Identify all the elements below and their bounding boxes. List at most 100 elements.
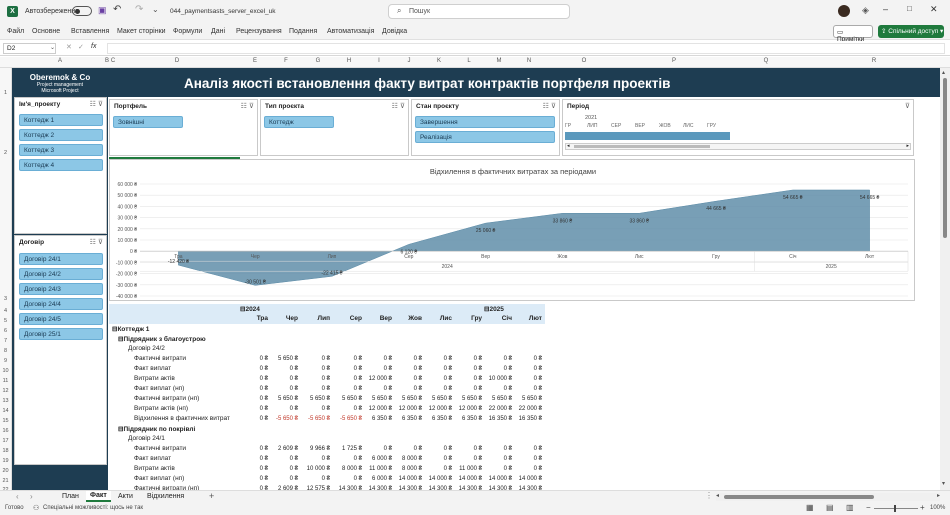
pivot-cell[interactable]: 0 ₴ — [289, 376, 298, 382]
pivot-cell[interactable]: 0 ₴ — [321, 406, 330, 412]
pivot-cell[interactable]: 0 ₴ — [443, 376, 452, 382]
pivot-cell[interactable]: 16 350 ₴ — [488, 416, 512, 422]
pivot-cell[interactable]: 10 000 ₴ — [306, 466, 330, 472]
pivot-cell[interactable]: 6 000 ₴ — [371, 476, 392, 482]
month-header[interactable]: Сер — [349, 315, 362, 322]
pivot-cell[interactable]: 0 ₴ — [503, 356, 512, 362]
tab-next-icon[interactable]: › — [30, 492, 33, 501]
horizontal-scroll-thumb[interactable] — [724, 495, 874, 499]
slicer-item-cottage-4[interactable]: Коттедж 4 — [19, 159, 103, 171]
month-header[interactable]: Січ — [501, 315, 512, 322]
pivot-cell[interactable]: 0 ₴ — [259, 366, 268, 372]
pivot-cell[interactable]: 6 350 ₴ — [461, 416, 482, 422]
pivot-cell[interactable]: 12 575 ₴ — [306, 486, 330, 490]
pivot-row-label[interactable]: ⊟Підрядник з благоустрою — [118, 336, 206, 343]
column-header-o[interactable]: O — [581, 58, 587, 64]
tab-plan[interactable]: План — [62, 493, 79, 500]
month-header[interactable]: Лип — [317, 315, 330, 322]
undo-icon[interactable]: ↶ — [113, 4, 122, 15]
pivot-cell[interactable]: 0 ₴ — [443, 446, 452, 452]
name-box-dropdown-icon[interactable]: ⌄ — [50, 45, 56, 51]
autosave-toggle[interactable] — [72, 6, 92, 16]
column-header-h[interactable]: H — [346, 58, 352, 64]
zoom-slider[interactable] — [874, 505, 918, 512]
pivot-cell[interactable]: 5 650 ₴ — [521, 396, 542, 402]
slicer-item-cottage-3[interactable]: Коттедж 3 — [19, 144, 103, 156]
pivot-cell[interactable]: 2 609 ₴ — [277, 486, 298, 490]
share-button[interactable]: ⇪ Спільний доступ ▾ — [878, 25, 944, 38]
pivot-cell[interactable]: 12 000 ₴ — [428, 406, 452, 412]
row-header[interactable]: 10 — [2, 368, 9, 374]
pivot-cell[interactable]: 9 966 ₴ — [309, 446, 330, 452]
zoom-out-icon[interactable]: − — [866, 503, 871, 512]
pivot-cell[interactable]: 0 ₴ — [413, 366, 422, 372]
scroll-left-icon[interactable]: ◂ — [567, 143, 570, 149]
slicer-item-completion[interactable]: Завершення — [415, 116, 555, 128]
pivot-cell[interactable]: 14 000 ₴ — [428, 476, 452, 482]
menu-insert[interactable]: Вставлення — [71, 28, 110, 35]
pivot-cell[interactable]: 2 609 ₴ — [277, 446, 298, 452]
pivot-cell[interactable]: 0 ₴ — [533, 466, 542, 472]
slicer-filter-icons[interactable]: ☷ ⊽ — [391, 103, 405, 110]
accessibility-status[interactable]: Спеціальні можливості: щось не так — [43, 505, 144, 511]
month-header[interactable]: Лют — [528, 315, 542, 322]
pivot-cell[interactable]: 22 000 ₴ — [488, 406, 512, 412]
pivot-cell[interactable]: 12 000 ₴ — [458, 406, 482, 412]
timeline-month[interactable]: СЕР — [611, 123, 622, 129]
column-header-d[interactable]: D — [174, 58, 180, 64]
menu-review[interactable]: Рецензування — [236, 28, 282, 35]
timeline-month[interactable]: ЛИС — [683, 123, 694, 129]
pivot-cell[interactable]: 0 ₴ — [259, 406, 268, 412]
column-header-j[interactable]: J — [407, 58, 411, 64]
slicer-portfolio[interactable]: Портфель ☷ ⊽ Зовнішні — [109, 99, 258, 156]
pivot-cell[interactable]: 0 ₴ — [473, 386, 482, 392]
menu-page-layout[interactable]: Макет сторінки — [117, 28, 166, 35]
column-header-n[interactable]: N — [526, 58, 532, 64]
menu-automate[interactable]: Автоматизація — [327, 28, 375, 35]
pivot-cell[interactable]: 0 ₴ — [289, 466, 298, 472]
slicer-item-contract-24-1[interactable]: Договір 24/1 — [19, 253, 103, 265]
row-header[interactable]: 18 — [2, 448, 9, 454]
formula-input[interactable] — [107, 43, 945, 54]
slicer-item-cottage-1[interactable]: Коттедж 1 — [19, 114, 103, 126]
pivot-cell[interactable]: 0 ₴ — [321, 376, 330, 382]
pivot-cell[interactable]: 14 000 ₴ — [398, 476, 422, 482]
pivot-cell[interactable]: 0 ₴ — [473, 446, 482, 452]
pivot-cell[interactable]: 5 650 ₴ — [309, 396, 330, 402]
pivot-cell[interactable]: 5 650 ₴ — [371, 396, 392, 402]
pivot-cell[interactable]: 6 350 ₴ — [431, 416, 452, 422]
slicer-filter-icons[interactable]: ☷ ⊽ — [240, 103, 254, 110]
row-header[interactable]: 8 — [3, 348, 8, 354]
pivot-cell[interactable]: 0 ₴ — [259, 396, 268, 402]
timeline-month[interactable]: ГР — [565, 123, 572, 129]
month-header[interactable]: Жов — [408, 315, 422, 322]
timeline-month[interactable]: ГРУ — [707, 123, 717, 129]
horizontal-scrollbar[interactable]: ◂ ▸ — [716, 493, 940, 501]
column-header-l[interactable]: L — [467, 58, 471, 64]
pivot-cell[interactable]: 0 ₴ — [289, 456, 298, 462]
pivot-cell[interactable]: 0 ₴ — [289, 366, 298, 372]
pivot-cell[interactable]: 12 000 ₴ — [368, 406, 392, 412]
pivot-cell[interactable]: 11 000 ₴ — [369, 466, 392, 472]
pivot-cell[interactable]: 0 ₴ — [443, 456, 452, 462]
column-header-p[interactable]: P — [671, 58, 676, 64]
pivot-cell[interactable]: 6 000 ₴ — [371, 456, 392, 462]
maximize-icon[interactable]: □ — [907, 4, 912, 13]
slicer-project-name[interactable]: Ім'я_проекту ☷ ⊽ Коттедж 1 Коттедж 2 Кот… — [14, 97, 107, 234]
month-header[interactable]: Чер — [285, 315, 298, 322]
row-header[interactable]: 9 — [3, 358, 8, 364]
customize-icon[interactable]: ⌄ — [152, 5, 159, 14]
timeline-scroll-thumb[interactable] — [574, 145, 710, 148]
pivot-cell[interactable]: -5 650 ₴ — [339, 416, 362, 422]
pivot-cell[interactable]: 5 650 ₴ — [431, 396, 452, 402]
pivot-row-label[interactable]: ⊟Коттедж 1 — [112, 326, 150, 333]
pivot-cell[interactable]: 0 ₴ — [533, 386, 542, 392]
pivot-cell[interactable]: 0 ₴ — [533, 376, 542, 382]
pivot-cell[interactable]: 0 ₴ — [503, 386, 512, 392]
worksheet[interactable]: Oberemok & Co Project management Microso… — [12, 68, 940, 490]
pivot-cell[interactable]: 14 300 ₴ — [518, 486, 542, 490]
zoom-in-icon[interactable]: + — [920, 503, 925, 512]
pivot-cell[interactable]: 0 ₴ — [353, 456, 362, 462]
accessibility-icon[interactable]: ⚇ — [33, 505, 40, 512]
pivot-cell[interactable]: 22 000 ₴ — [518, 406, 542, 412]
